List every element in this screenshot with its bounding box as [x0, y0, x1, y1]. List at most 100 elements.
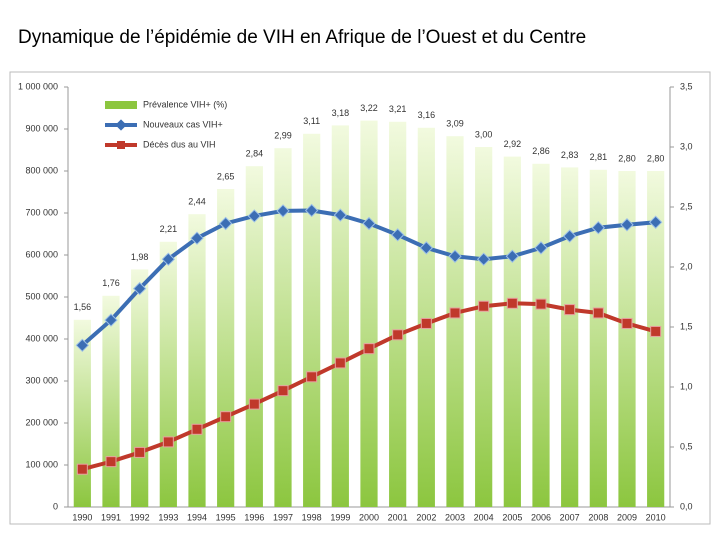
marker [104, 313, 118, 327]
value-label: 1,76 [102, 278, 120, 288]
bar [102, 295, 120, 507]
marker [648, 215, 663, 229]
y-tick-label: 300 000 [25, 375, 58, 385]
x-tick-label: 2010 [646, 512, 666, 522]
marker [535, 298, 547, 310]
marker [448, 249, 462, 263]
value-label: 1,56 [74, 302, 92, 312]
y2-tick-label: 1,0 [680, 381, 693, 391]
marker [478, 300, 490, 312]
marker [218, 216, 233, 231]
bar [245, 166, 263, 507]
x-tick-label: 1992 [130, 512, 150, 522]
marker [620, 218, 634, 232]
marker [650, 325, 662, 337]
marker [333, 208, 348, 222]
value-label: 2,92 [504, 139, 522, 149]
value-label: 1,98 [131, 252, 149, 262]
x-tick-label: 2008 [588, 512, 608, 522]
x-tick-label: 1991 [101, 512, 121, 522]
bar [417, 127, 435, 508]
x-tick-label: 2006 [531, 512, 551, 522]
marker [220, 411, 232, 423]
x-tick-label: 1996 [244, 512, 264, 522]
marker [76, 463, 88, 475]
value-label: 3,18 [332, 108, 350, 118]
legend-label: Prévalence VIH+ (%) [143, 99, 227, 109]
value-label: 3,16 [418, 110, 436, 120]
marker [248, 398, 260, 410]
value-label: 2,81 [590, 152, 608, 162]
marker [304, 203, 319, 218]
y-tick-label: 200 000 [25, 417, 58, 427]
marker [362, 216, 376, 231]
y2-tick-label: 0,0 [680, 501, 693, 511]
bar [303, 133, 321, 508]
y2-tick-label: 2,5 [680, 201, 693, 211]
y-tick-label: 1 000 000 [18, 81, 58, 91]
x-tick-label: 2002 [416, 512, 436, 522]
x-tick-label: 2005 [502, 512, 522, 522]
y-tick-label: 900 000 [25, 123, 58, 133]
marker [534, 241, 548, 255]
marker [390, 228, 405, 242]
marker [334, 357, 346, 369]
legend-swatch [105, 101, 137, 109]
value-label: 2,80 [647, 153, 665, 163]
value-label: 3,00 [475, 129, 493, 139]
value-label: 3,09 [446, 119, 464, 129]
marker [419, 241, 434, 255]
marker [247, 209, 262, 223]
marker [277, 385, 289, 397]
bar [188, 214, 206, 507]
bar [618, 171, 636, 507]
y2-tick-label: 2,0 [680, 261, 693, 271]
value-label: 2,83 [561, 150, 579, 160]
legend-label: Nouveaux cas VIH+ [143, 119, 223, 129]
marker [75, 338, 90, 353]
bar [331, 125, 349, 508]
x-tick-label: 2009 [617, 512, 637, 522]
value-label: 2,21 [160, 224, 178, 234]
marker [562, 229, 577, 243]
value-label: 2,84 [246, 149, 264, 159]
y-tick-label: 600 000 [25, 249, 58, 259]
value-label: 3,21 [389, 104, 407, 114]
x-tick-label: 1995 [216, 512, 236, 522]
marker [564, 304, 576, 316]
marker [591, 220, 606, 235]
marker [621, 317, 633, 329]
x-tick-label: 1990 [72, 512, 92, 522]
marker [276, 204, 290, 218]
x-tick-label: 2000 [359, 512, 379, 522]
bar [561, 167, 579, 507]
y-tick-label: 0 [53, 501, 58, 511]
bar [589, 169, 607, 508]
marker [363, 343, 375, 355]
value-label: 2,65 [217, 171, 235, 181]
value-label: 2,80 [618, 153, 636, 163]
marker [392, 329, 404, 341]
marker [592, 307, 604, 319]
y2-tick-label: 0,5 [680, 441, 693, 451]
marker [505, 249, 520, 263]
x-tick-label: 2001 [388, 512, 408, 522]
x-tick-label: 2004 [474, 512, 494, 522]
y-tick-label: 700 000 [25, 207, 58, 217]
chart-title: Dynamique de l’épidémie de VIH en Afriqu… [18, 27, 586, 48]
x-tick-label: 1998 [302, 512, 322, 522]
bar [159, 241, 177, 508]
legend-label: Décès dus au VIH [143, 139, 216, 149]
marker [190, 231, 204, 245]
bar [217, 189, 235, 507]
bar [475, 147, 493, 507]
value-label: 3,11 [303, 116, 320, 126]
marker [306, 371, 318, 383]
marker [449, 307, 461, 319]
bar [131, 269, 149, 507]
x-tick-label: 2003 [445, 512, 465, 522]
legend-marker [117, 141, 125, 149]
bar [389, 121, 407, 508]
x-tick-label: 1997 [273, 512, 293, 522]
y-tick-label: 800 000 [25, 165, 58, 175]
